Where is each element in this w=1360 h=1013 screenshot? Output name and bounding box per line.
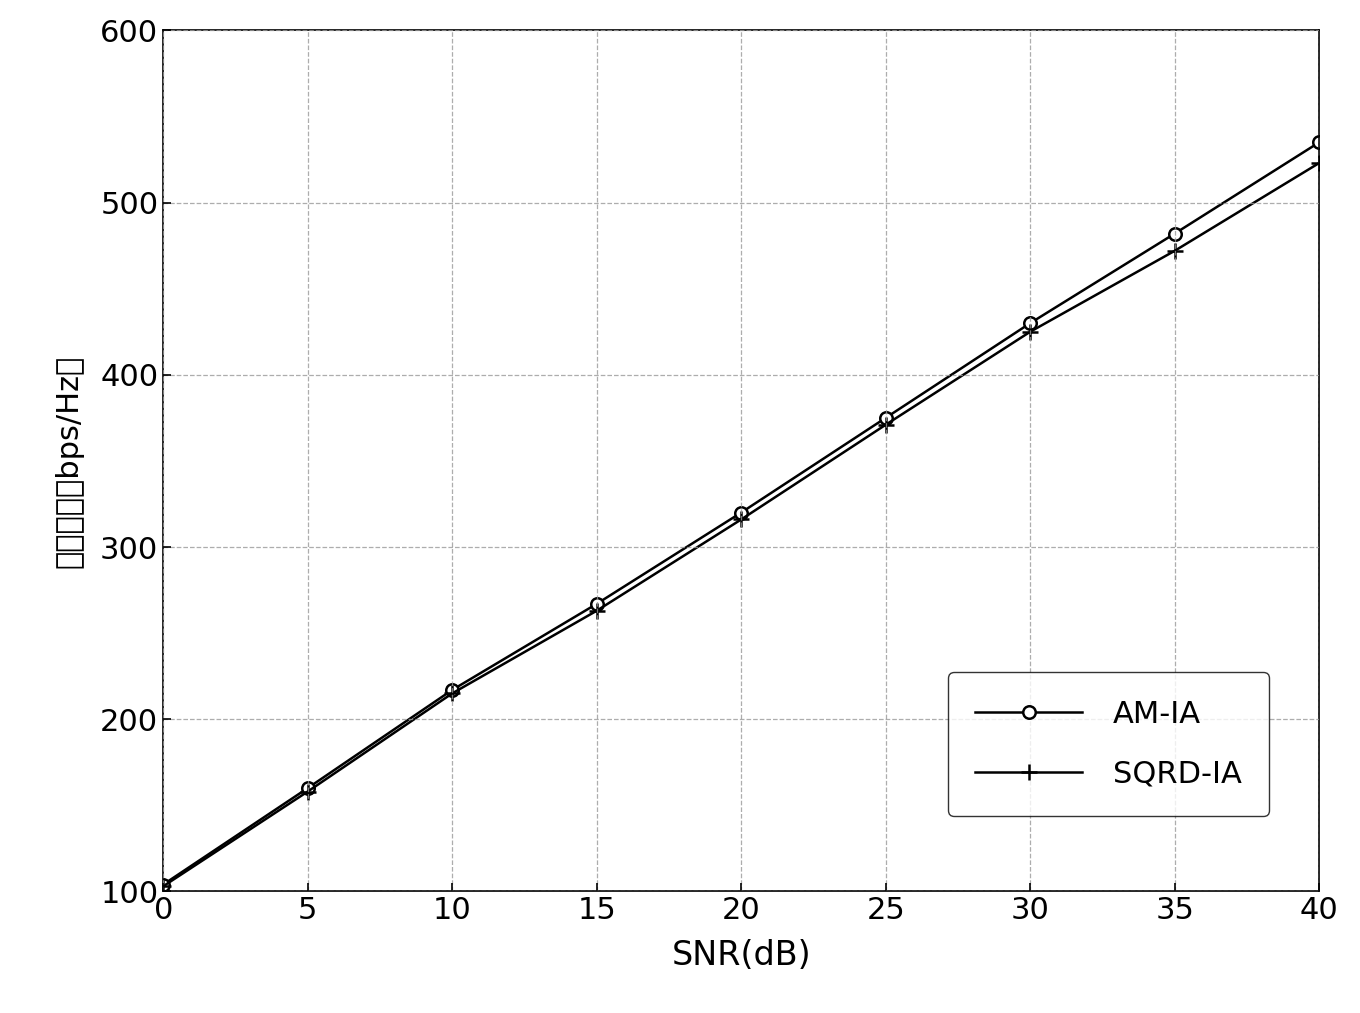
Y-axis label: 系统容量（bps/Hz）: 系统容量（bps/Hz） [54, 355, 83, 567]
SQRD-IA [1167, 245, 1183, 257]
SQRD-IA [1023, 326, 1039, 338]
AM-IA [733, 506, 749, 519]
AM-IA [299, 782, 316, 794]
SQRD-IA [155, 880, 171, 892]
AM-IA [1167, 228, 1183, 240]
X-axis label: SNR(dB): SNR(dB) [672, 939, 811, 972]
SQRD-IA [877, 418, 894, 431]
SQRD-IA [299, 785, 316, 797]
Line: AM-IA: AM-IA [156, 136, 1326, 890]
SQRD-IA [733, 514, 749, 526]
AM-IA [443, 684, 460, 696]
Legend: AM-IA, SQRD-IA: AM-IA, SQRD-IA [948, 673, 1269, 815]
AM-IA [1023, 317, 1039, 329]
AM-IA [1311, 136, 1327, 148]
AM-IA [877, 411, 894, 423]
SQRD-IA [1311, 157, 1327, 169]
SQRD-IA [443, 687, 460, 699]
SQRD-IA [589, 605, 605, 617]
Line: SQRD-IA: SQRD-IA [155, 155, 1327, 893]
AM-IA [589, 598, 605, 610]
AM-IA [155, 878, 171, 890]
